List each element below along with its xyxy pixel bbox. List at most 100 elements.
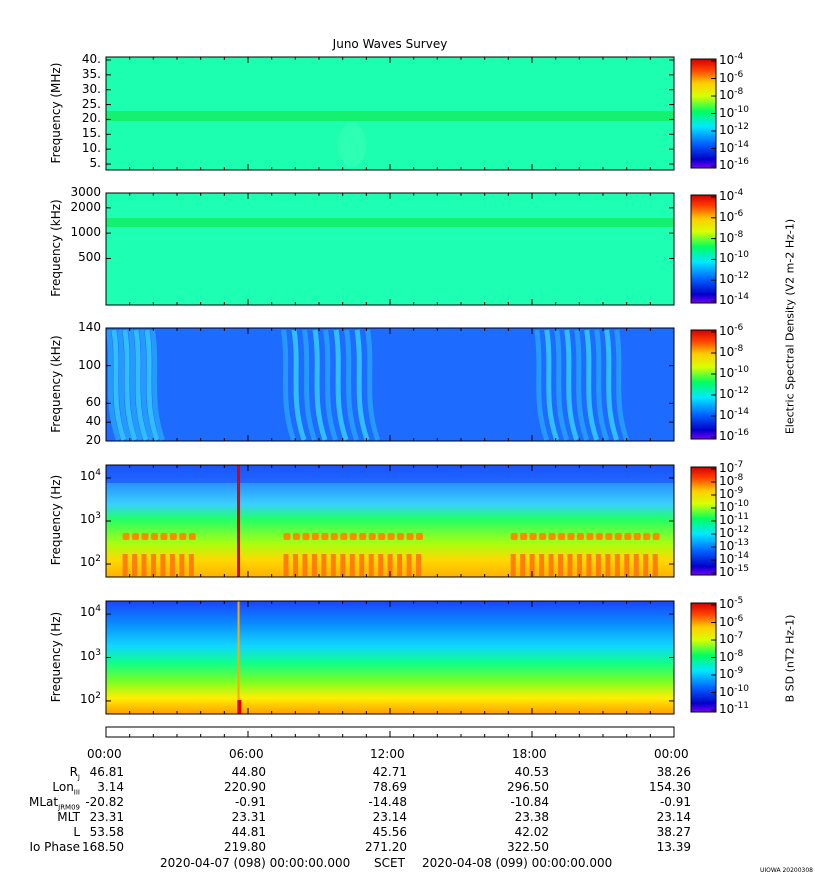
burst-stripe — [127, 329, 143, 441]
colorbar-tick-label: 10-6 — [719, 208, 744, 224]
burst-stripe — [564, 329, 580, 441]
colorbar-tick-label: 10-12 — [719, 525, 749, 540]
low-emission — [188, 554, 194, 576]
ephemeris-value: 219.80 — [224, 840, 266, 854]
low-emission — [567, 554, 573, 576]
low-emission — [595, 554, 601, 576]
y-tick-label: 104 — [79, 467, 101, 483]
ephemeris-label: RJ — [69, 765, 80, 782]
colorbar-tick-label: 10-16 — [719, 428, 749, 443]
emission-blob — [378, 533, 386, 540]
panel-3-spectrogram — [105, 328, 674, 441]
footer-start: 2020-04-07 (098) 00:00:00.000 — [160, 856, 351, 870]
low-emission — [397, 554, 403, 576]
y-axis-label: Frequency (kHz) — [49, 199, 63, 297]
ephemeris-value: 46.81 — [89, 765, 124, 779]
emission-blob — [292, 533, 300, 540]
colorbar-tick-label: 10-10 — [719, 365, 749, 380]
burst-stripe — [544, 329, 560, 441]
emission-blob — [529, 533, 537, 540]
low-emission — [539, 554, 545, 576]
emission-blob — [548, 533, 556, 540]
burst-stripe — [365, 329, 381, 441]
colorbar-tick-label: 10-12 — [719, 271, 749, 287]
panel-2-background — [106, 193, 674, 305]
low-emission — [283, 554, 289, 576]
y-tick-label: 3000 — [70, 185, 101, 199]
emission-blob — [150, 533, 158, 540]
low-emission — [510, 554, 516, 576]
low-emission — [586, 554, 592, 576]
y-tick-label: 15. — [81, 126, 101, 141]
burst-stripe — [534, 329, 550, 441]
burst-stripe — [302, 329, 317, 441]
ephemeris-value: 53.58 — [89, 825, 124, 839]
y-tick-label: 10. — [81, 141, 101, 156]
y-tick-label: 500 — [78, 250, 101, 265]
time-label: 00:00 — [654, 747, 689, 761]
burst-stripe — [594, 329, 610, 441]
colorbar-tick-label: 10-6 — [719, 323, 744, 338]
ephemeris-value: 44.81 — [231, 825, 266, 839]
time-label: 00:00 — [87, 747, 122, 761]
low-emission — [614, 554, 620, 576]
colorbar-tick-label: 10-11 — [719, 512, 749, 527]
emission-blob — [567, 533, 575, 540]
low-emission — [652, 554, 658, 576]
low-emission — [132, 554, 138, 576]
emission-blob — [359, 533, 367, 540]
ephemeris-label: LonIII — [52, 780, 80, 797]
low-emission — [368, 554, 374, 576]
burst-stripe — [604, 329, 620, 441]
colorbar-tick-label: 10-14 — [719, 292, 749, 307]
ephemeris-value: 42.71 — [372, 765, 407, 779]
low-emission — [150, 554, 156, 576]
emission-blob — [340, 533, 348, 540]
burst-stripe — [150, 329, 165, 441]
y-tick-label: 104 — [79, 604, 101, 620]
colorbar — [690, 194, 717, 304]
ephemeris-value: 271.20 — [365, 840, 407, 854]
time-label: 06:00 — [229, 747, 264, 761]
colorbar-tick-label: 10-6 — [719, 613, 744, 629]
low-emission — [605, 554, 611, 576]
ephemeris-value: 38.26 — [656, 765, 691, 779]
colorbar-tick-label: 10-4 — [719, 52, 744, 67]
colorbar-tick-label: 10-12 — [719, 122, 749, 137]
ephemeris-label: MLatJRM09 — [29, 795, 80, 812]
ephemeris-value: -0.91 — [234, 795, 266, 809]
low-emission — [624, 554, 630, 576]
ephemeris-value: -10.84 — [510, 795, 549, 809]
chart-title: Juno Waves Survey — [332, 37, 448, 51]
burst-stripe — [574, 329, 590, 441]
ephemeris-value: 3.14 — [97, 780, 124, 794]
burst-stripe — [105, 329, 121, 441]
emission-blob — [558, 533, 566, 540]
y-axis-label: Frequency (Hz) — [49, 474, 63, 566]
y-tick-label: 100 — [78, 357, 101, 372]
ephemeris-label: MLT — [57, 810, 80, 824]
burst-stripe — [139, 329, 154, 441]
panel-1-patch — [338, 123, 366, 167]
ephemeris-value: 23.14 — [372, 810, 407, 824]
burst-stripe — [144, 329, 160, 441]
colorbar-tick-label: 10-8 — [719, 344, 744, 359]
colorbar-tick-label: 10-10 — [719, 250, 749, 266]
emission-blob — [122, 533, 130, 540]
panel-1-spectrogram — [106, 57, 674, 170]
panel-2-band-1500khz — [106, 218, 674, 227]
time-axis — [105, 726, 675, 738]
low-emission — [643, 554, 649, 576]
y-tick-label: 25. — [81, 96, 101, 111]
burst-stripe — [584, 329, 600, 441]
y-tick-label: 140 — [78, 320, 101, 334]
emission-blob — [576, 533, 584, 540]
ephemeris-label: Io Phase — [29, 840, 80, 854]
low-emission — [321, 554, 327, 576]
ephemeris-value: -20.82 — [85, 795, 124, 809]
low-emission — [548, 554, 554, 576]
emission-blob — [169, 533, 177, 540]
y-axis-label: Frequency (Hz) — [49, 611, 63, 702]
colorbar-tick-label: 10-7 — [719, 460, 744, 475]
